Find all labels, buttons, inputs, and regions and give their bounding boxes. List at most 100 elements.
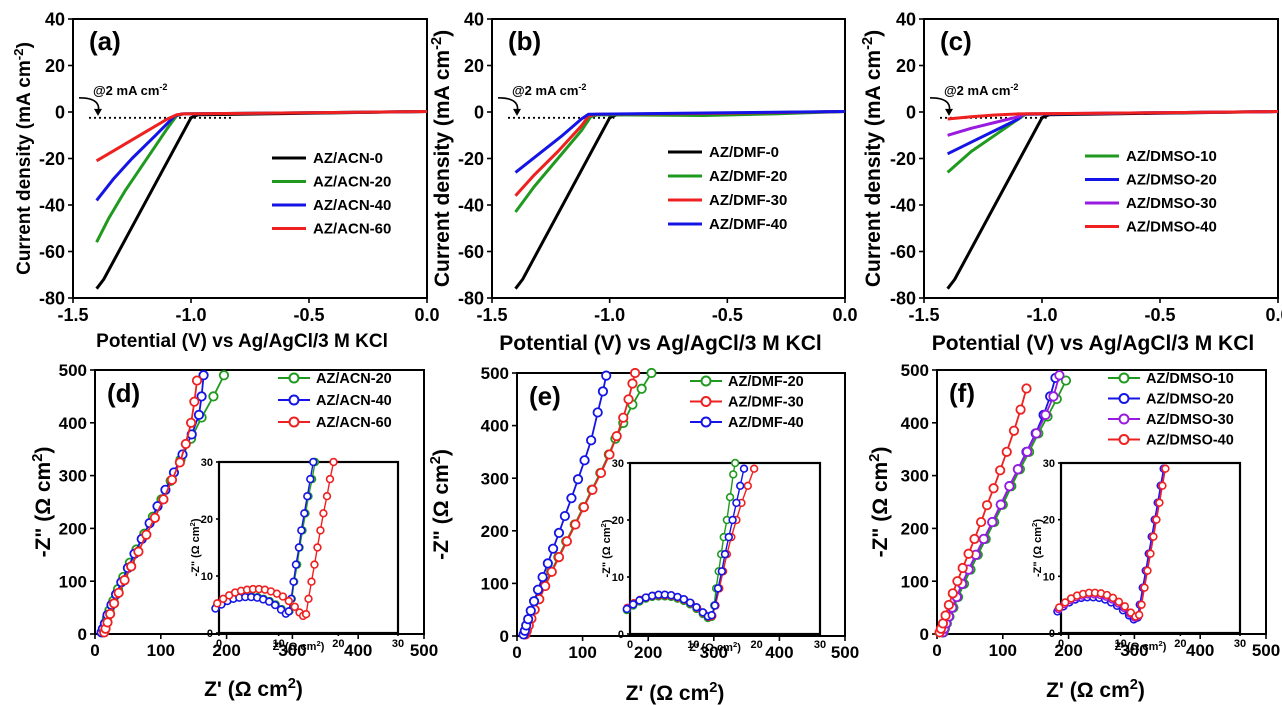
inset-data-point	[306, 474, 315, 484]
inset-background	[630, 463, 820, 634]
data-point	[604, 449, 615, 460]
annotation-text: @2 mA cm-2	[944, 82, 1018, 98]
data-point	[623, 394, 634, 405]
x-tick-label: -1.5	[908, 305, 939, 325]
y-tick-label: 10	[201, 571, 213, 583]
x-axis-label: Z' (Ω cm2)	[626, 680, 725, 705]
data-point	[119, 575, 130, 586]
panel-e: 0 100 200 300 400 5005004003002001000AZ/DMF-2…	[428, 364, 859, 705]
inset-data-point	[728, 515, 737, 525]
legend-label: AZ/ACN-0	[313, 150, 383, 167]
y-tick-label: 0	[207, 628, 213, 640]
y-tick-label: 300	[59, 467, 87, 486]
x-tick-label: 0	[627, 639, 633, 651]
y-axis-label: -Z" (Ω cm2)	[30, 447, 55, 558]
y-tick-label: 500	[901, 361, 929, 380]
legend-marker	[288, 394, 300, 406]
plot-frame	[491, 18, 846, 299]
x-tick-label: 500	[410, 641, 438, 660]
x-tick-label: -0.5	[712, 305, 743, 325]
x-tick-label: 20	[751, 639, 763, 651]
legend-marker	[1118, 413, 1130, 425]
y-tick-label: 40	[45, 9, 65, 29]
data-point	[975, 516, 987, 528]
x-tick-label: 100	[568, 643, 596, 662]
inset-e: 0 10 20 30 30 20 10 0 Z' (Ω cm2) -Z" (Ω cm2)	[599, 458, 827, 654]
y-axis-label: -Z" (Ω cm2)	[428, 449, 453, 560]
x-tick-label: 10	[273, 638, 285, 650]
data-point	[208, 391, 219, 402]
data-point	[553, 551, 565, 563]
inset-data-point	[304, 594, 313, 603]
inset-data-point	[1158, 481, 1167, 490]
y-tick-label: -40	[890, 195, 916, 215]
inset-data-point	[310, 560, 319, 569]
data-point	[174, 457, 185, 468]
data-point	[523, 614, 534, 625]
y-tick-label: -60	[458, 242, 484, 262]
y-tick-label: -40	[458, 195, 484, 215]
legend-marker	[700, 396, 712, 407]
inset-y-axis-label: -Z" (Ω cm2)	[599, 519, 614, 577]
plot-frame	[923, 18, 1279, 299]
y-tick-label: 100	[59, 572, 87, 591]
x-tick-label: -1.0	[1026, 305, 1057, 325]
inset-data-point	[313, 543, 322, 552]
x-tick-label: 0	[932, 641, 941, 660]
y-axis-label: Current density (mA cm-2)	[860, 30, 885, 287]
x-tick-label: -1.5	[476, 305, 507, 325]
inset-data-point	[628, 600, 638, 609]
legend-label: AZ/ACN-20	[313, 174, 391, 191]
y-tick-label: 20	[45, 56, 65, 76]
data-point	[995, 465, 1006, 476]
data-point	[627, 378, 638, 389]
data-point	[553, 527, 565, 539]
annotation-text: @2 mA cm-2	[93, 82, 167, 98]
x-tick-label: 20	[1174, 638, 1186, 650]
panel-d: 0 100 200 300 400 5005004003002001000AZ/ACN-2…	[30, 361, 438, 701]
data-point	[133, 546, 144, 557]
inset-data-point	[1134, 610, 1144, 620]
inset-data-point	[1140, 583, 1149, 592]
y-tick-label: 500	[481, 364, 509, 383]
legend-marker	[700, 416, 712, 428]
inset-data-point	[294, 543, 304, 552]
y-tick-label: -20	[39, 149, 65, 169]
series-line	[514, 110, 846, 197]
x-tick-label: 300	[278, 641, 306, 660]
data-point	[981, 500, 993, 511]
y-tick-label: -40	[39, 195, 65, 215]
panel-label: (a)	[89, 26, 121, 56]
inset-data-point	[725, 493, 735, 502]
data-point	[943, 599, 954, 611]
y-tick-label: -20	[458, 149, 484, 169]
data-point	[579, 455, 590, 466]
data-point	[618, 412, 629, 423]
inset-data-point	[289, 577, 298, 586]
inset-x-axis-label: Z' (Ω cm2)	[273, 639, 325, 654]
y-tick-label: 400	[481, 417, 509, 436]
x-tick-label: 0.0	[1265, 305, 1282, 325]
series-line	[95, 110, 428, 163]
data-point	[578, 502, 590, 513]
inset-data-point	[322, 492, 332, 501]
data-point	[1031, 428, 1042, 439]
data-point	[636, 383, 647, 394]
y-tick-label: 200	[901, 520, 929, 539]
data-point	[180, 438, 191, 450]
legend-marker	[1118, 434, 1130, 445]
annotation-arrowhead	[945, 108, 953, 116]
y-tick-label: 0	[474, 102, 484, 122]
inset-data-point	[710, 601, 720, 610]
x-tick-label: 300	[700, 643, 728, 662]
data-point	[198, 370, 209, 381]
inset-data-point	[707, 610, 716, 620]
plot-frame	[516, 372, 846, 637]
y-tick-label: 40	[464, 9, 484, 29]
inset-data-point	[1108, 593, 1118, 603]
x-tick-label: 10	[1115, 638, 1127, 650]
inset-data-point	[218, 594, 228, 603]
y-tick-label: -80	[39, 288, 65, 308]
data-point	[963, 548, 974, 559]
